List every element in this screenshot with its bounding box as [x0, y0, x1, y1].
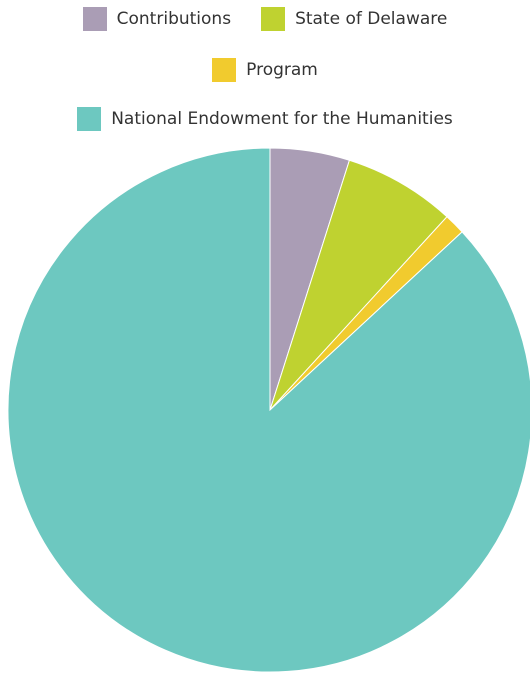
legend-item-neh: National Endowment for the Humanities — [77, 107, 453, 131]
legend-label-state-of-delaware: State of Delaware — [295, 9, 448, 29]
legend-label-program: Program — [246, 60, 318, 80]
legend-swatch-program — [212, 58, 237, 82]
legend-label-contributions: Contributions — [116, 9, 232, 29]
pie-slice-neh — [7, 147, 530, 673]
legend-row-3: National Endowment for the Humanities — [0, 107, 530, 131]
chart-legend: Contributions State of Delaware Program … — [0, 0, 530, 140]
legend-item-contributions: Contributions — [82, 7, 232, 31]
legend-row-2: Program — [0, 58, 530, 82]
pie-slice-state-of-delaware — [269, 159, 448, 411]
legend-swatch-neh — [77, 107, 102, 131]
legend-swatch-state-of-delaware — [261, 7, 286, 31]
legend-item-program: Program — [212, 58, 318, 82]
legend-label-neh: National Endowment for the Humanities — [111, 109, 453, 129]
legend-item-state-of-delaware: State of Delaware — [261, 7, 447, 31]
legend-row-1: Contributions State of Delaware — [0, 7, 530, 31]
legend-swatch-contributions — [82, 7, 107, 31]
